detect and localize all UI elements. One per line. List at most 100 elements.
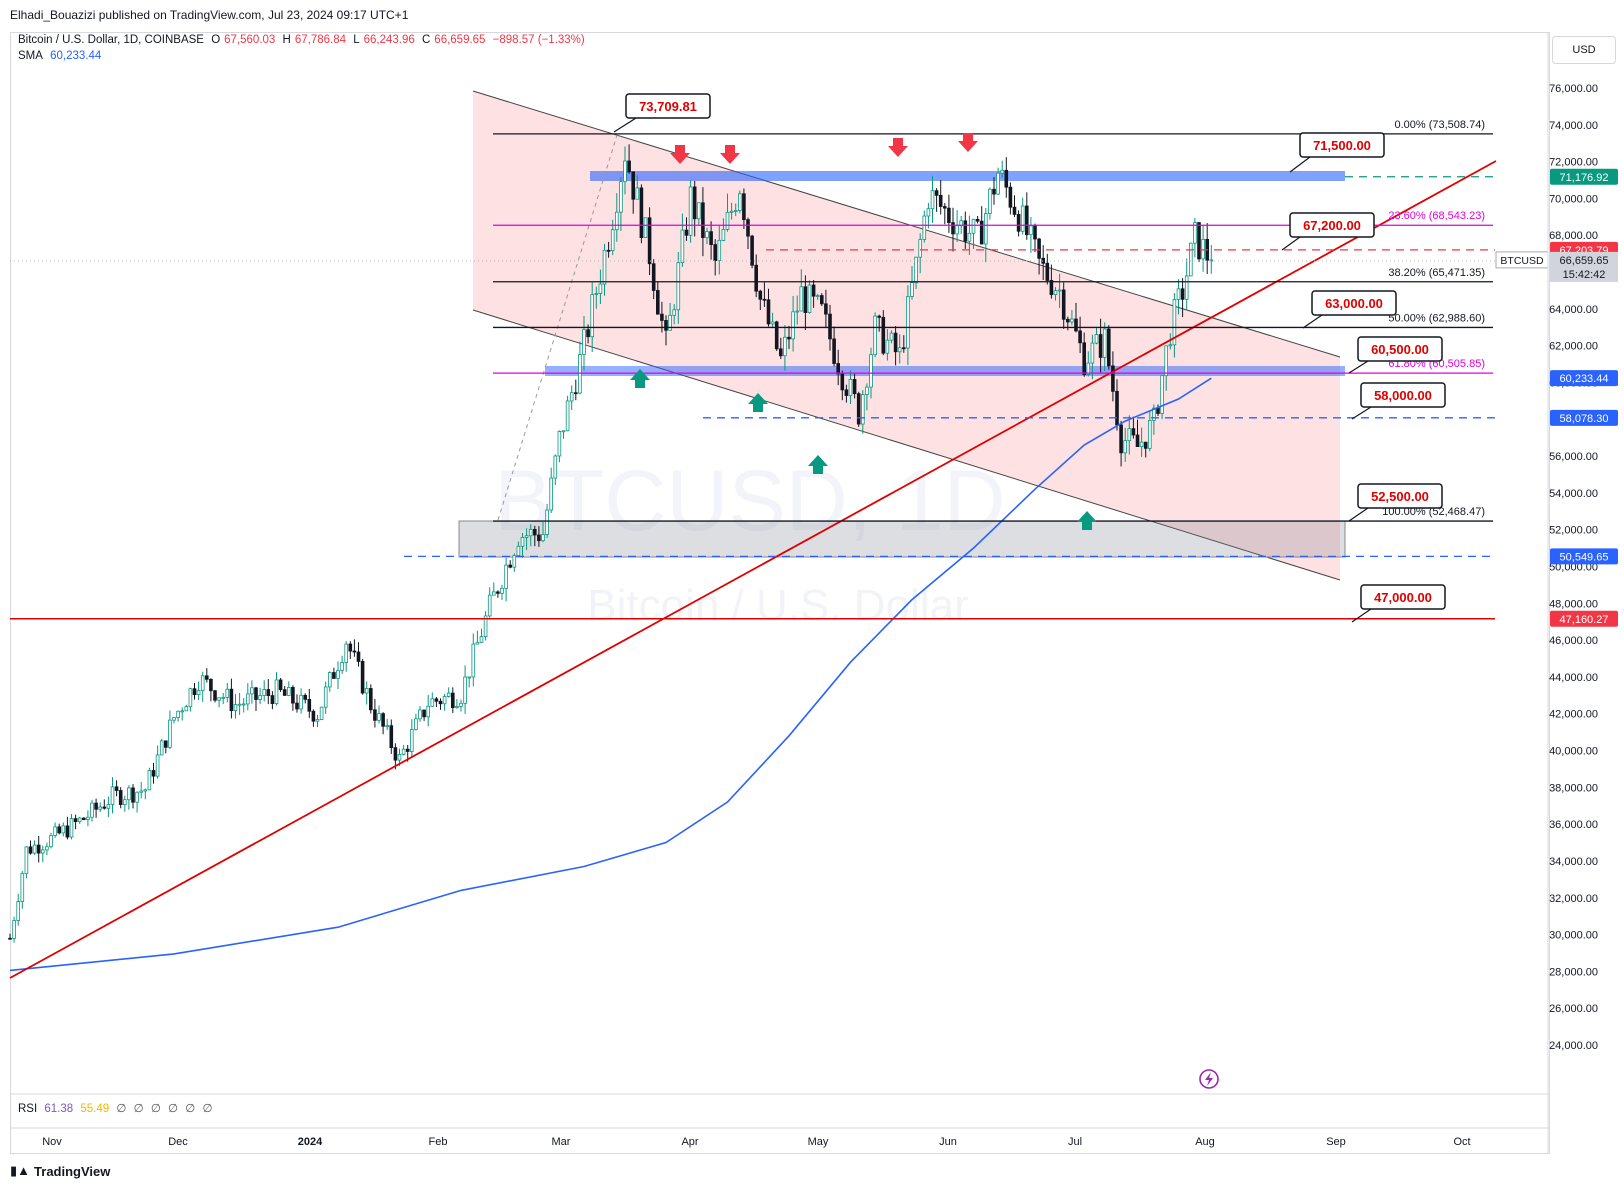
price-badge[interactable] xyxy=(1550,370,1618,387)
fib-level-label: 0.00% (73,508.74) xyxy=(1394,119,1485,131)
low-label: L xyxy=(353,34,360,46)
price-axis-tick: 54,000.00 xyxy=(1549,488,1598,500)
callout-box[interactable] xyxy=(1360,584,1446,610)
candle-body xyxy=(221,696,226,699)
down-arrow-icon[interactable] xyxy=(888,138,908,157)
rsi-value-2: 55.49 xyxy=(80,1103,110,1115)
candle-body xyxy=(147,770,152,791)
callout-box[interactable] xyxy=(625,93,711,119)
candle-body xyxy=(619,181,623,213)
candle-body xyxy=(442,696,447,705)
candle-body xyxy=(537,534,541,542)
price-badge[interactable] xyxy=(1550,168,1618,185)
candle-body xyxy=(725,211,730,230)
rsi-empty-icon: ∅ xyxy=(116,1103,127,1115)
support-zone-blue-box[interactable] xyxy=(545,366,1345,376)
candle-body xyxy=(770,321,775,325)
price-badge[interactable] xyxy=(1550,409,1618,426)
candle-body xyxy=(528,528,533,537)
open-label: O xyxy=(211,34,221,46)
candle-body xyxy=(963,220,968,242)
callout-box[interactable] xyxy=(1360,382,1446,408)
candle-body xyxy=(733,210,738,212)
candle-body xyxy=(590,294,594,338)
price-axis-tick: 28,000.00 xyxy=(1549,966,1598,978)
high-value: 67,786.84 xyxy=(294,34,346,46)
candle-body xyxy=(627,160,631,173)
callout-box[interactable] xyxy=(1299,132,1385,158)
candle-body xyxy=(598,283,603,294)
callout-box[interactable] xyxy=(1357,336,1443,362)
up-arrow-icon[interactable] xyxy=(1077,511,1097,530)
candle-body xyxy=(1037,238,1041,259)
candle-body xyxy=(824,303,828,315)
price-badge-label: 47,160.27 xyxy=(1560,614,1609,626)
candle-body xyxy=(934,190,939,196)
price-badge[interactable] xyxy=(1550,548,1618,565)
candle-body xyxy=(906,296,910,349)
candle-body xyxy=(356,651,361,662)
candle-body xyxy=(1148,419,1152,449)
currency-button[interactable]: USD xyxy=(1552,36,1616,64)
lightning-icon[interactable] xyxy=(1199,1069,1219,1089)
price-axis-tick: 24,000.00 xyxy=(1549,1040,1598,1052)
candle-body xyxy=(258,695,262,700)
candle-body xyxy=(852,379,857,395)
candle-body xyxy=(799,286,804,312)
candle-body xyxy=(1119,424,1123,454)
down-arrow-icon[interactable] xyxy=(720,145,740,164)
candle-body xyxy=(139,790,144,793)
candle-body xyxy=(713,244,717,261)
symbol-name[interactable]: Bitcoin / U.S. Dollar, 1D, COINBASE xyxy=(18,34,204,46)
candle-body xyxy=(192,688,197,696)
callout-label: 58,000.00 xyxy=(1374,388,1432,403)
price-badge[interactable] xyxy=(1550,610,1618,627)
candle-body xyxy=(1107,328,1111,367)
candle-body xyxy=(996,172,1000,195)
channel-upper-line[interactable] xyxy=(472,90,1341,358)
sma-line[interactable] xyxy=(9,377,1212,972)
candle-body xyxy=(1156,407,1160,414)
down-arrow-icon[interactable] xyxy=(958,133,978,152)
candle-body xyxy=(299,694,303,710)
projection-line[interactable] xyxy=(497,131,619,521)
down-arrow-icon[interactable] xyxy=(670,145,690,164)
callout-box[interactable] xyxy=(1311,290,1397,316)
callout-box[interactable] xyxy=(1357,483,1443,509)
trend-line[interactable] xyxy=(9,160,1497,979)
candle-body xyxy=(176,710,180,718)
callout-box[interactable] xyxy=(1289,212,1375,238)
tradingview-brand[interactable]: ▮▲ TradingView xyxy=(10,1163,110,1179)
candle-body xyxy=(45,846,49,851)
candle-body xyxy=(557,431,562,457)
candle-body xyxy=(430,698,435,707)
candle-body xyxy=(877,315,881,318)
candle-body xyxy=(672,309,676,316)
candle-body xyxy=(746,219,750,237)
sma-label[interactable]: SMA xyxy=(18,50,43,62)
candle-body xyxy=(344,643,348,663)
price-axis-tick: 26,000.00 xyxy=(1549,1003,1598,1015)
up-arrow-icon[interactable] xyxy=(748,393,768,412)
candle-body xyxy=(500,587,504,594)
candle-body xyxy=(1090,342,1095,364)
support-zone-box[interactable] xyxy=(458,520,1346,558)
candle-body xyxy=(553,455,558,479)
fib-level-label: 38.20% (65,471.35) xyxy=(1388,267,1485,279)
up-arrow-icon[interactable] xyxy=(808,455,828,474)
candle-body xyxy=(774,321,779,350)
rsi-empty-icon: ∅ xyxy=(202,1103,213,1115)
resistance-zone-box[interactable] xyxy=(590,171,1345,181)
candle-body xyxy=(787,336,791,340)
candle-body xyxy=(795,310,799,313)
candle-body xyxy=(114,786,119,791)
channel-lower-line[interactable] xyxy=(472,309,1341,581)
rsi-label[interactable]: RSI xyxy=(18,1103,38,1115)
candle-body xyxy=(684,229,689,236)
price-axis-tick: 50,000.00 xyxy=(1549,562,1598,574)
up-arrow-icon[interactable] xyxy=(630,369,650,388)
candle-body xyxy=(463,676,467,704)
candle-body xyxy=(508,564,512,568)
last-price-badge[interactable] xyxy=(1550,251,1618,282)
